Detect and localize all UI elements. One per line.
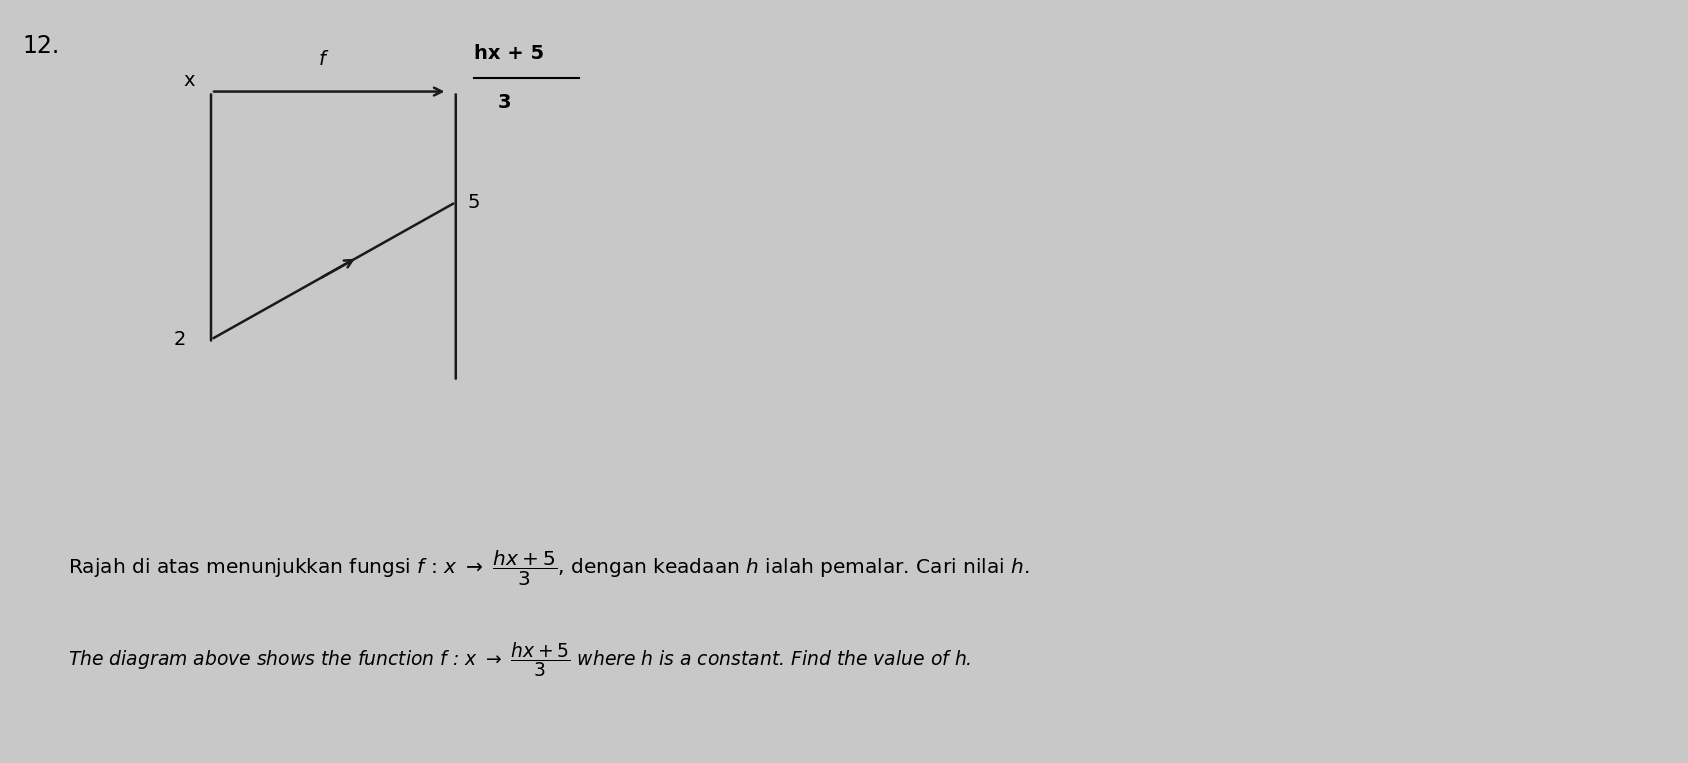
- Text: 12.: 12.: [22, 34, 59, 58]
- Text: 5: 5: [468, 193, 479, 211]
- Text: hx + 5: hx + 5: [474, 44, 545, 63]
- Text: 3: 3: [498, 93, 511, 112]
- Text: Rajah di atas menunjukkan fungsi $f$ : $x$ $\rightarrow$ $\dfrac{hx+5}{3}$, deng: Rajah di atas menunjukkan fungsi $f$ : $…: [68, 549, 1030, 588]
- Text: f: f: [319, 50, 326, 69]
- Text: 2: 2: [174, 330, 186, 349]
- Text: The diagram above shows the function $f$ : $x$ $\rightarrow$ $\dfrac{hx+5}{3}$ w: The diagram above shows the function $f$…: [68, 641, 971, 679]
- Text: x: x: [184, 71, 194, 89]
